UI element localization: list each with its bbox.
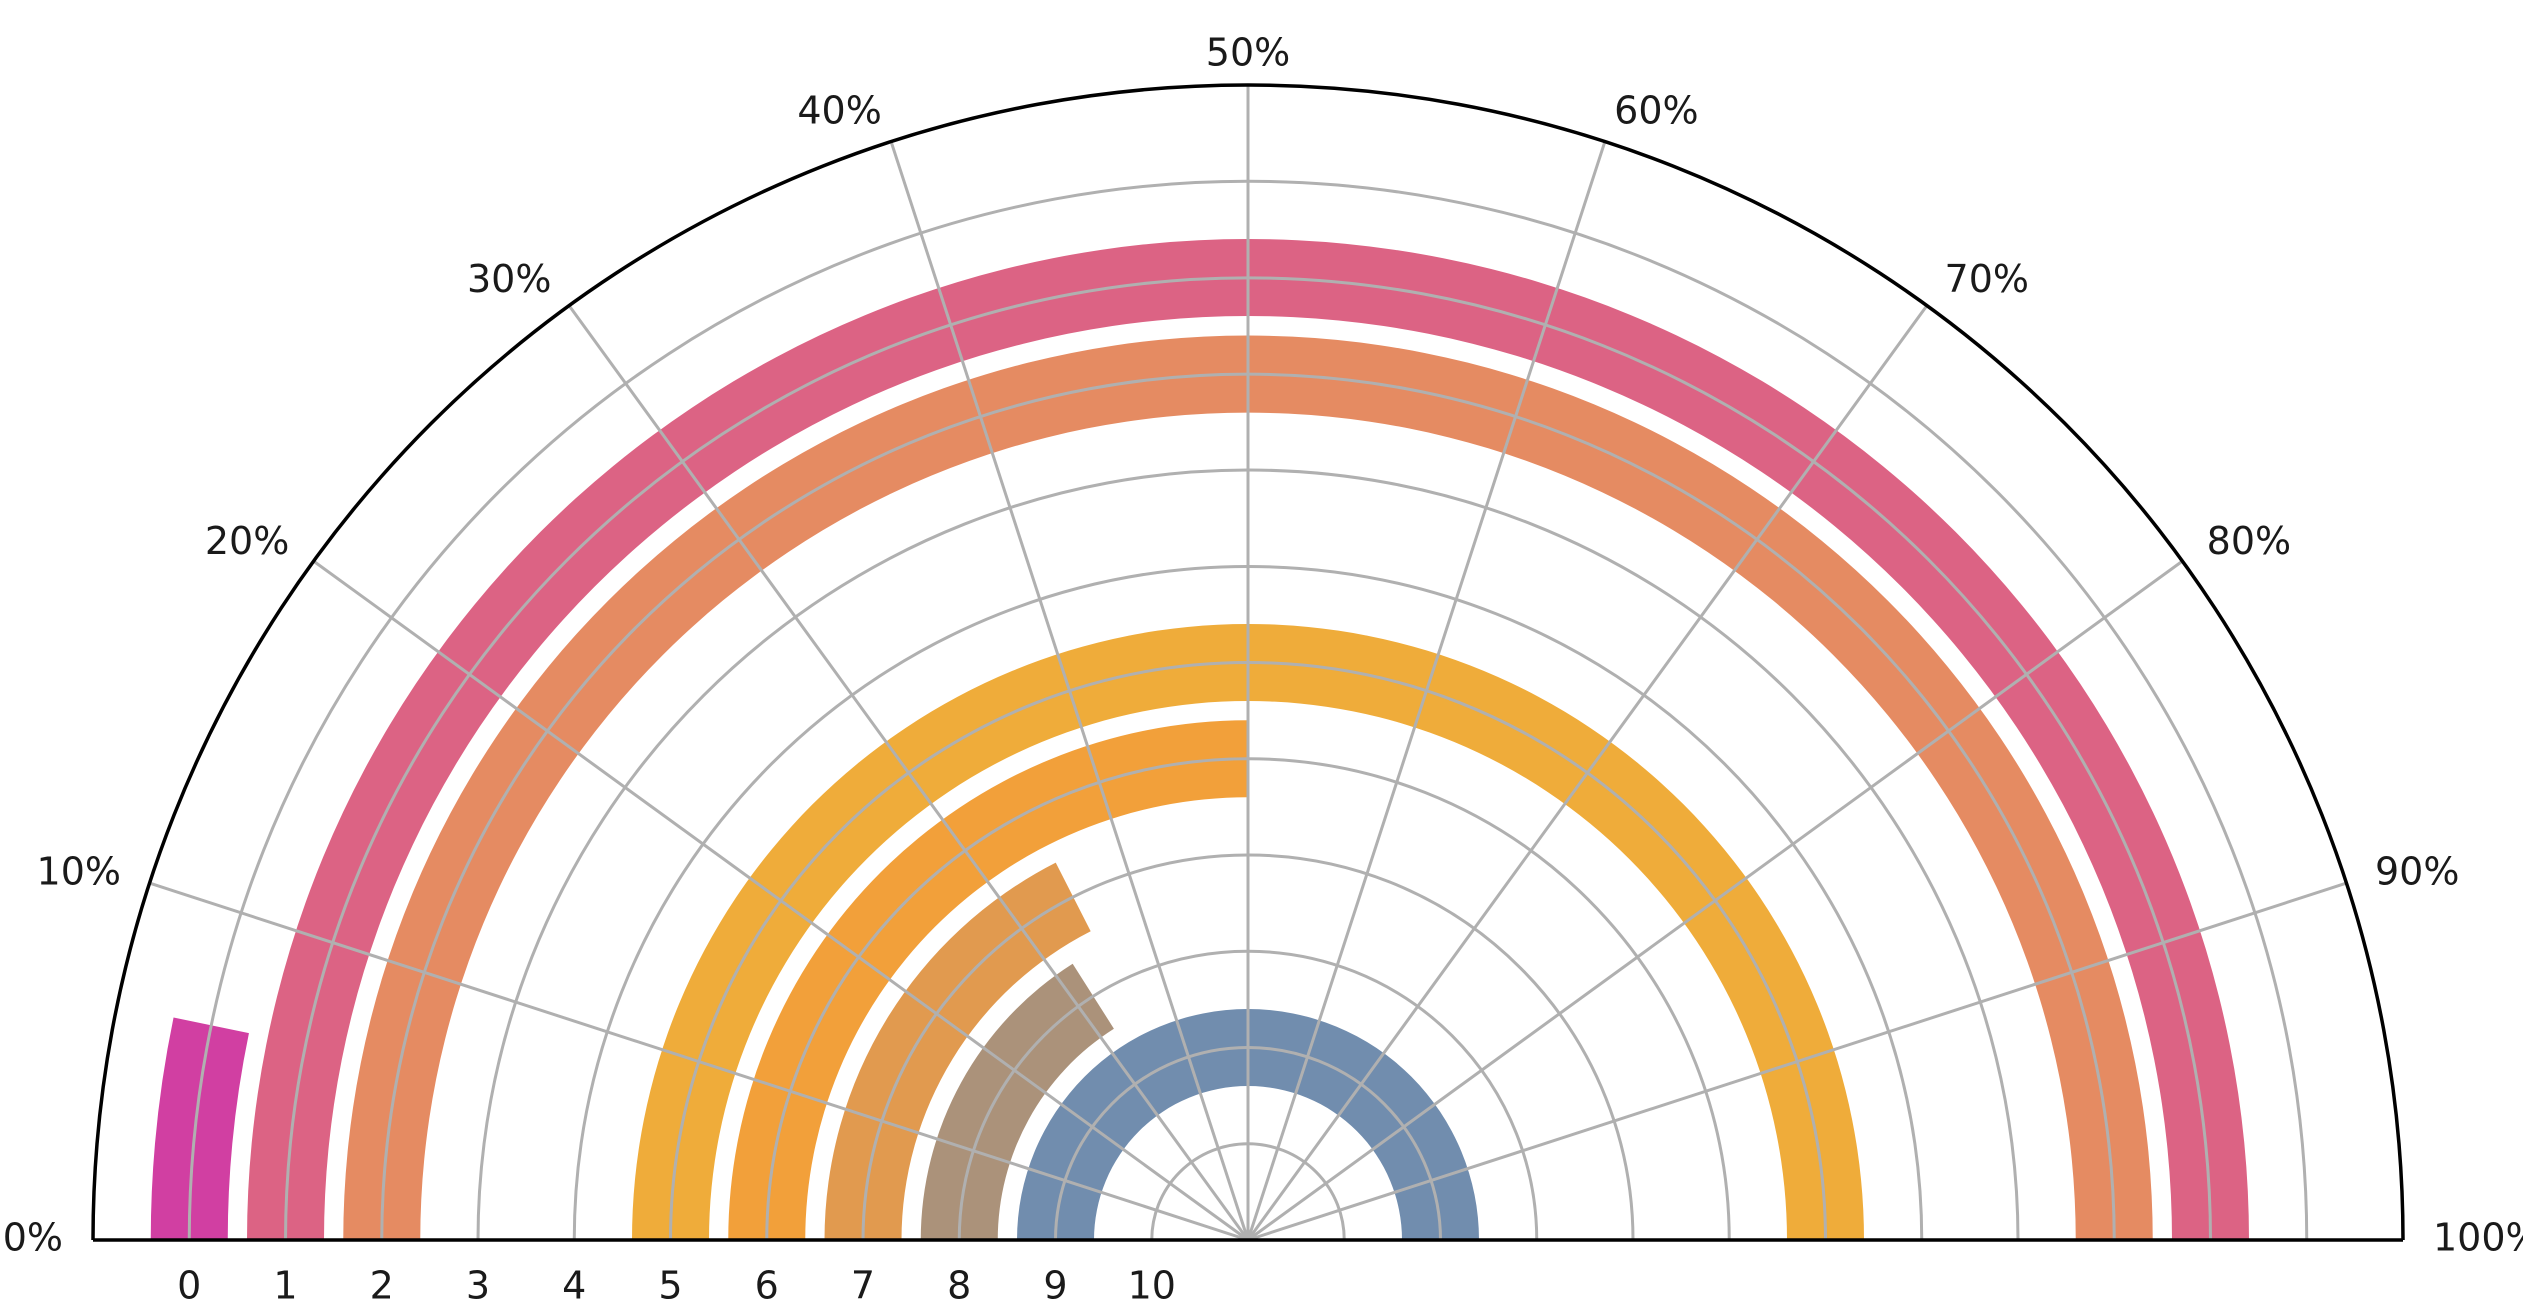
radial-tick-label: 8 [947,1264,971,1306]
angular-gridline [149,881,1249,1242]
angular-gridline [1247,881,2347,1242]
radial-tick-label: 1 [273,1264,297,1306]
bar-position-7 [824,862,1091,1240]
radial-tick-label: 3 [466,1264,490,1306]
radial-tick-label: 10 [1128,1264,1176,1306]
bar-position-5 [632,624,1864,1240]
radial-tick-label: 9 [1043,1264,1067,1306]
angle-tick-label: 60% [1614,88,1698,132]
outer-arc [91,83,2405,1241]
radial-tick-label: 7 [851,1264,875,1306]
angle-tick-label: 30% [467,257,551,301]
angular-gridline [889,141,1250,1241]
bar-position-9 [1017,1009,1479,1240]
angular-gridline [1246,304,1929,1241]
grid-layer [149,85,2347,1242]
radial-tick-label: 4 [562,1264,586,1306]
angle-tick-label: 70% [1945,257,2029,301]
angle-tick-label: 80% [2207,519,2291,563]
angle-tick-label: 50% [1206,31,1290,75]
angular-gridline [312,559,1249,1242]
angular-gridline [1247,559,2184,1242]
bar-position-0 [150,1017,249,1240]
angle-tick-label: 10% [37,849,121,893]
angle-tick-label: 40% [797,88,881,132]
label-layer: 0% 10% 20% 30% 40% 50% 60% 70% 80% 90% 100% 0 1 2 3 4 5 6… [3,31,2523,1306]
frame-layer [91,83,2405,1242]
angular-gridline [567,304,1250,1241]
angle-tick-label: 20% [205,519,289,563]
angle-tick-label: 90% [2375,849,2459,893]
angular-gridline [1246,141,1607,1241]
angle-tick-label: 0% [3,1216,63,1260]
radial-tick-label: 0 [177,1264,201,1306]
radial-tick-label: 2 [370,1264,394,1306]
radial-tick-label: 5 [658,1264,682,1306]
bar-position-6 [728,720,1248,1240]
radial-tick-label: 6 [755,1264,779,1306]
angle-tick-label: 100% [2433,1216,2523,1260]
